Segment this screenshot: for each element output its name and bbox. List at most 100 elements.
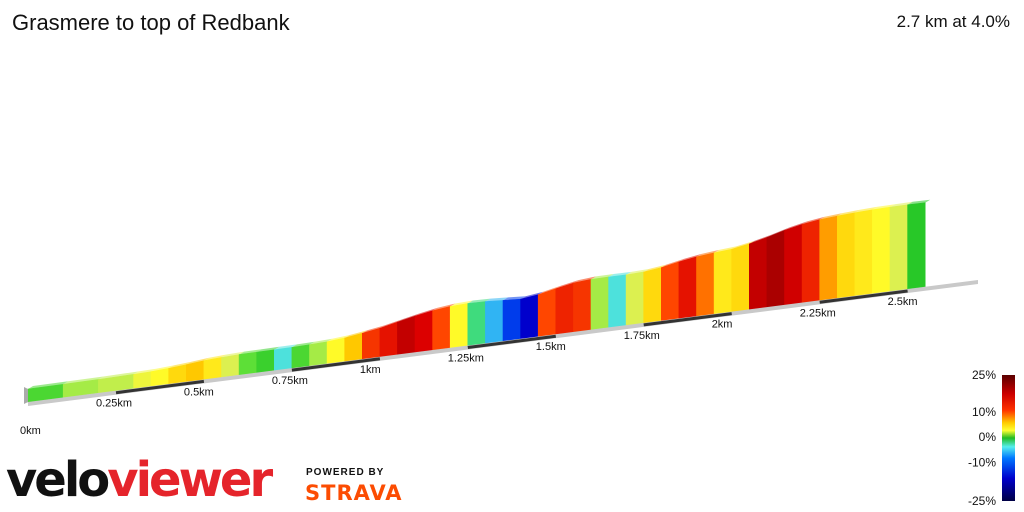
distance-axis: 0km 0.25km 0.5km 0.75km 1km 1.25km 1.5km 1.75km…	[20, 280, 978, 437]
profile-segment-top	[854, 206, 878, 213]
legend-label: 25%	[972, 368, 996, 382]
profile-segment-top	[28, 381, 69, 389]
distance-band	[819, 289, 908, 304]
profile-segment-top	[784, 221, 808, 231]
profile-segment	[625, 271, 645, 326]
profile-segment	[889, 204, 908, 292]
legend-label: -10%	[968, 456, 996, 470]
profile-segment	[432, 306, 451, 351]
profile-segment-top	[890, 201, 913, 208]
profile-segment-top	[256, 346, 280, 353]
profile-segment-top	[362, 325, 385, 334]
profile-segment	[203, 357, 222, 380]
distance-tick-label: 1km	[360, 364, 381, 376]
profile-segment	[221, 354, 240, 378]
profile-segment-top	[837, 209, 860, 217]
profile-segment	[256, 349, 275, 373]
veloviewer-logo: veloviewer	[6, 452, 273, 508]
profile-segment-top	[467, 298, 491, 304]
profile-segment	[273, 347, 293, 371]
profile-segment	[660, 261, 680, 322]
logo-viewer: viewer	[107, 452, 273, 508]
profile-segment	[854, 209, 873, 297]
profile-segment	[502, 298, 521, 342]
profile-segment-top	[63, 376, 104, 385]
profile-segment-top	[291, 341, 315, 348]
profile-segment	[819, 215, 838, 301]
profile-segment-top	[661, 258, 684, 268]
profile-segment-top	[696, 249, 720, 257]
profile-segment	[555, 282, 574, 335]
profile-segment-top	[203, 354, 227, 361]
legend-label: 0%	[979, 430, 997, 444]
profile-segment-top	[678, 253, 702, 262]
profile-segment-top	[221, 351, 245, 358]
distance-tick-label: 0.5km	[184, 386, 214, 398]
distance-tick-label: 0.25km	[96, 398, 132, 410]
profile-segment-top	[186, 357, 209, 365]
profile-segment-top	[415, 307, 438, 317]
profile-segment	[537, 288, 557, 337]
profile-segment-top	[344, 330, 368, 338]
profile-segment-top	[626, 269, 649, 275]
profile-segment	[872, 206, 891, 294]
profile-segment	[397, 315, 416, 355]
profile-segment	[485, 300, 504, 344]
profile-segment	[238, 351, 258, 376]
profile-segment-top	[643, 264, 667, 272]
distance-tick-label: 1.25km	[448, 353, 484, 365]
profile-segment	[907, 202, 926, 290]
climb-summary: 2.7 km at 4.0%	[896, 12, 1010, 31]
profile-segment	[361, 327, 381, 360]
profile-segment-top	[608, 271, 632, 277]
profile-layer	[24, 199, 931, 404]
profile-segment-top	[907, 199, 931, 205]
profile-segment-top	[379, 319, 403, 329]
legend-label: -25%	[968, 494, 996, 508]
profile-segment	[590, 276, 609, 331]
profile-start-face	[24, 387, 28, 404]
profile-segment	[608, 274, 627, 328]
gradient-legend: 25% 10% 0% -10% -25%	[968, 368, 1015, 508]
profile-segment	[133, 371, 152, 389]
profile-segment	[748, 237, 768, 310]
profile-segment	[449, 303, 469, 349]
profile-segment	[573, 279, 592, 333]
strava-logo: STRAVA	[305, 481, 403, 505]
profile-segment	[836, 212, 856, 299]
profile-segment-top	[327, 335, 350, 342]
profile-segment-top	[432, 303, 456, 311]
profile-segment-top	[485, 297, 508, 302]
distance-band	[291, 357, 381, 372]
profile-segment	[678, 256, 697, 319]
profile-segment-top	[538, 285, 561, 295]
profile-segment	[309, 341, 328, 367]
profile-segment-top	[520, 291, 544, 300]
distance-band	[467, 334, 556, 349]
distance-tick-label: 2.25km	[800, 307, 836, 319]
profile-segment-top	[98, 371, 139, 380]
profile-segment-top	[168, 361, 192, 369]
distance-tick-label: 2km	[712, 319, 733, 331]
profile-segment-top	[450, 300, 473, 307]
profile-segment-top	[872, 204, 895, 210]
profile-segment-top	[309, 338, 333, 345]
logo-velo: velo	[6, 452, 110, 508]
profile-segment-top	[591, 274, 614, 280]
profile-segment-top	[573, 276, 596, 284]
profile-segment	[379, 321, 398, 358]
distance-tick-label: 1.75km	[624, 330, 660, 342]
profile-segment	[291, 344, 310, 369]
distance-band	[643, 312, 732, 327]
distance-tick-label: 0.75km	[272, 375, 308, 387]
profile-segment-top	[819, 213, 843, 220]
profile-segment-top	[731, 240, 755, 250]
profile-segment	[326, 337, 346, 364]
profile-segment	[801, 219, 821, 303]
profile-segment	[713, 248, 733, 315]
profile-segment-top	[766, 227, 790, 238]
profile-segment	[731, 243, 750, 312]
distance-tick-label: 0km	[20, 425, 41, 437]
profile-segment	[520, 294, 539, 340]
